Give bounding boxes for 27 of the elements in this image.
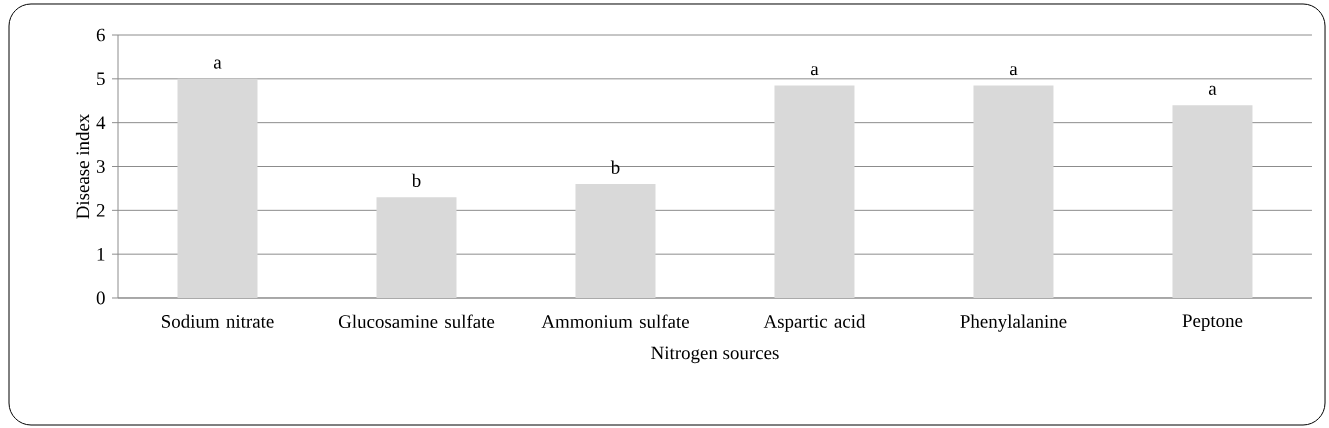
x-tick-label: Ammonium sulfate	[541, 314, 689, 329]
y-tick-label: 2	[96, 204, 105, 217]
bar	[774, 85, 855, 298]
bar	[1172, 105, 1253, 298]
bar	[177, 78, 258, 298]
y-tick-label: 5	[97, 72, 105, 86]
x-tick-label: Aspartic acid	[763, 314, 866, 332]
annotation: b	[610, 160, 620, 174]
bar	[575, 184, 656, 298]
y-tick-label: 4	[96, 116, 106, 129]
y-tick-label: 3	[96, 160, 105, 173]
y-tick-label: 6	[96, 28, 105, 42]
annotation: a	[1009, 66, 1018, 76]
annotation: a	[1208, 85, 1217, 95]
x-tick-label: Peptone	[1182, 314, 1243, 331]
x-tick-label: Sodium nitrate	[161, 314, 274, 328]
x-axis-title: Nitrogen sources	[651, 346, 779, 364]
bar	[973, 85, 1054, 298]
annotation: a	[213, 59, 222, 69]
bar	[376, 197, 457, 298]
y-axis-title: Disease index	[75, 113, 90, 219]
y-tick-label: 0	[96, 291, 105, 305]
annotation: a	[810, 66, 819, 76]
x-tick-label: Glucosamine sulfate	[338, 314, 495, 329]
annotation: b	[411, 173, 421, 187]
y-tick-label: 1	[97, 247, 105, 261]
x-tick-label: Phenylalanine	[960, 314, 1067, 332]
